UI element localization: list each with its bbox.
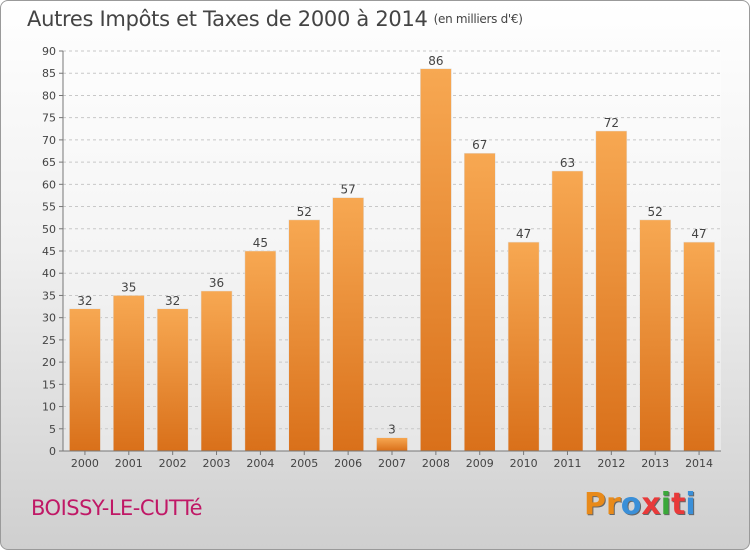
- bar: [639, 219, 671, 452]
- y-tick-label: 85: [42, 67, 56, 80]
- bar: [507, 241, 540, 452]
- y-tick-label: 35: [42, 289, 56, 302]
- bar: [288, 219, 321, 452]
- y-tick-label: 90: [42, 45, 56, 58]
- bar: [69, 308, 101, 452]
- x-tick-label: 2008: [422, 457, 450, 470]
- data-label: 3: [388, 423, 396, 437]
- data-label: 57: [340, 183, 355, 197]
- bar: [332, 197, 364, 452]
- data-label: 63: [560, 156, 575, 170]
- y-tick-label: 60: [42, 178, 56, 191]
- data-label: 47: [516, 227, 531, 241]
- commune-name: BOISSY-LE-CUTTé: [31, 496, 203, 520]
- bar: [595, 130, 628, 452]
- x-tick-label: 2004: [246, 457, 274, 470]
- x-tick-label: 2002: [159, 457, 187, 470]
- x-tick-label: 2014: [685, 457, 713, 470]
- logo-letter: i: [660, 487, 672, 522]
- x-tick-label: 2001: [115, 457, 143, 470]
- data-label: 86: [428, 54, 443, 68]
- y-tick-label: 70: [42, 134, 56, 147]
- x-tick-label: 2000: [71, 457, 99, 470]
- bar: [200, 290, 233, 452]
- bar: [156, 308, 189, 452]
- data-label: 67: [472, 138, 487, 152]
- logo-letter: x: [641, 487, 661, 522]
- y-tick-label: 75: [42, 112, 56, 125]
- y-tick-label: 55: [42, 201, 56, 214]
- chart-title: Autres Impôts et Taxes de 2000 à 2014 (en…: [27, 7, 523, 31]
- x-tick-label: 2006: [334, 457, 362, 470]
- y-tick-label: 10: [42, 401, 56, 414]
- y-tick-label: 5: [49, 423, 56, 436]
- bar: [551, 170, 584, 452]
- y-tick-label: 20: [42, 356, 56, 369]
- logo-letter: P: [584, 487, 606, 522]
- y-tick-label: 30: [42, 312, 56, 325]
- x-tick-label: 2009: [466, 457, 494, 470]
- title-text: Autres Impôts et Taxes de 2000 à 2014: [27, 7, 428, 31]
- bar: [113, 295, 145, 452]
- y-tick-label: 50: [42, 223, 56, 236]
- y-tick-label: 25: [42, 334, 56, 347]
- bar: [420, 68, 452, 452]
- bar: [463, 152, 496, 452]
- x-tick-label: 2007: [378, 457, 406, 470]
- y-tick-label: 0: [49, 445, 56, 458]
- data-label: 52: [648, 205, 663, 219]
- y-tick-label: 40: [42, 267, 56, 280]
- data-label: 32: [77, 294, 92, 308]
- logo-letter: i: [685, 487, 696, 522]
- x-tick-label: 2013: [641, 457, 669, 470]
- logo-letter: t: [671, 487, 686, 522]
- x-tick-label: 2011: [553, 457, 581, 470]
- data-label: 45: [253, 236, 268, 250]
- data-label: 32: [165, 294, 180, 308]
- x-tick-label: 2010: [510, 457, 538, 470]
- logo-letter: r: [606, 487, 621, 522]
- x-tick-label: 2012: [597, 457, 625, 470]
- y-tick-label: 80: [42, 89, 56, 102]
- data-label: 47: [691, 227, 706, 241]
- data-label: 72: [604, 116, 619, 130]
- title-unit: (en milliers d'€): [433, 12, 523, 26]
- data-label: 52: [297, 205, 312, 219]
- y-tick-label: 15: [42, 378, 56, 391]
- proxiti-logo[interactable]: Proxiti: [584, 487, 696, 522]
- bar: [376, 437, 408, 452]
- x-tick-label: 2005: [290, 457, 318, 470]
- bar: [244, 250, 277, 452]
- y-tick-label: 65: [42, 156, 56, 169]
- data-label: 36: [209, 276, 224, 290]
- data-label: 35: [121, 280, 136, 294]
- bar: [683, 241, 715, 452]
- x-tick-label: 2003: [203, 457, 231, 470]
- y-tick-label: 45: [42, 245, 56, 258]
- logo-letter: o: [620, 487, 642, 522]
